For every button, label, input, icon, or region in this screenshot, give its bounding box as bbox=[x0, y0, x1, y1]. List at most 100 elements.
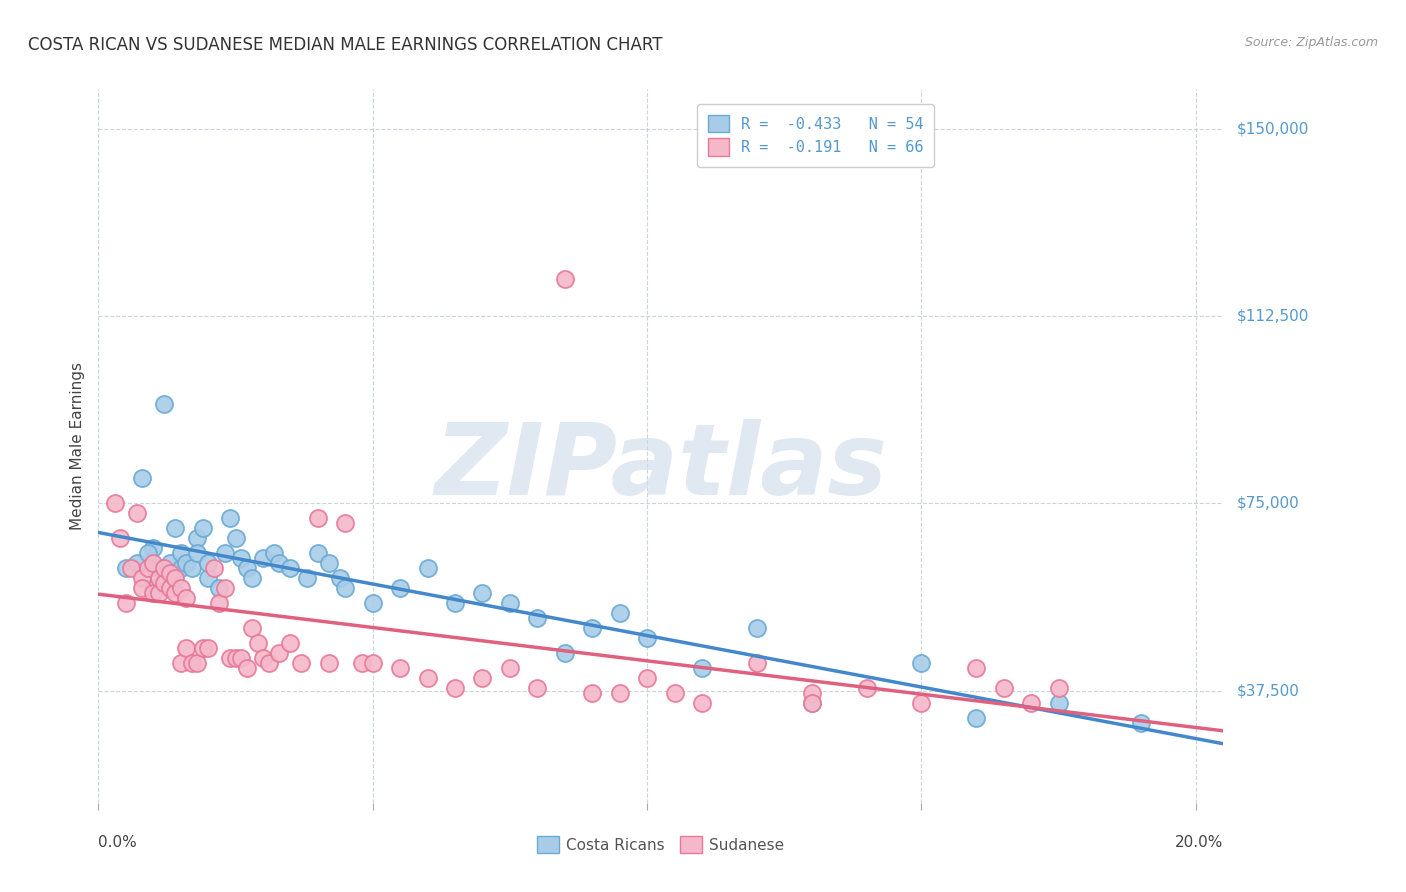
Point bbox=[800, 696, 823, 710]
Point bbox=[329, 571, 352, 585]
Legend: Costa Ricans, Sudanese: Costa Ricans, Sudanese bbox=[531, 830, 790, 859]
Point bbox=[389, 581, 412, 595]
Point bbox=[174, 556, 197, 570]
Point bbox=[335, 516, 357, 531]
Point bbox=[269, 646, 291, 660]
Point bbox=[910, 656, 932, 670]
Point bbox=[471, 671, 494, 685]
Point bbox=[252, 651, 274, 665]
Point bbox=[225, 651, 247, 665]
Point bbox=[120, 561, 142, 575]
Point bbox=[554, 646, 576, 660]
Point bbox=[159, 581, 181, 595]
Point bbox=[263, 546, 285, 560]
Point bbox=[170, 656, 193, 670]
Point bbox=[214, 581, 236, 595]
Point bbox=[125, 507, 148, 521]
Point bbox=[174, 641, 197, 656]
Point bbox=[229, 551, 252, 566]
Point bbox=[191, 521, 214, 535]
Point bbox=[131, 581, 153, 595]
Point bbox=[690, 696, 713, 710]
Point bbox=[499, 661, 522, 675]
Point bbox=[104, 496, 127, 510]
Point bbox=[148, 571, 170, 585]
Point bbox=[142, 581, 165, 595]
Point bbox=[197, 556, 219, 570]
Text: $37,500: $37,500 bbox=[1237, 683, 1301, 698]
Point bbox=[581, 686, 603, 700]
Point bbox=[554, 272, 576, 286]
Point bbox=[180, 561, 202, 575]
Point bbox=[690, 661, 713, 675]
Point bbox=[165, 571, 187, 585]
Text: 20.0%: 20.0% bbox=[1175, 835, 1223, 850]
Point bbox=[361, 656, 384, 670]
Point bbox=[197, 571, 219, 585]
Point bbox=[159, 566, 181, 581]
Point bbox=[186, 531, 208, 545]
Point bbox=[609, 606, 631, 620]
Point bbox=[170, 561, 193, 575]
Point bbox=[1019, 696, 1042, 710]
Point bbox=[280, 561, 302, 575]
Point bbox=[800, 696, 823, 710]
Point bbox=[186, 546, 208, 560]
Point bbox=[115, 561, 138, 575]
Point bbox=[416, 671, 439, 685]
Point bbox=[965, 711, 987, 725]
Point bbox=[1047, 681, 1070, 695]
Point bbox=[170, 546, 193, 560]
Point bbox=[219, 511, 242, 525]
Point bbox=[318, 656, 340, 670]
Point bbox=[197, 641, 219, 656]
Point bbox=[131, 471, 153, 485]
Point bbox=[499, 596, 522, 610]
Point bbox=[148, 561, 170, 575]
Point bbox=[307, 546, 329, 560]
Text: $75,000: $75,000 bbox=[1237, 496, 1301, 511]
Point bbox=[318, 556, 340, 570]
Text: Source: ZipAtlas.com: Source: ZipAtlas.com bbox=[1244, 36, 1378, 49]
Point bbox=[142, 586, 165, 600]
Point bbox=[186, 656, 208, 670]
Point bbox=[125, 556, 148, 570]
Point bbox=[148, 586, 170, 600]
Text: $112,500: $112,500 bbox=[1237, 309, 1309, 324]
Point bbox=[800, 686, 823, 700]
Text: ZIPatlas: ZIPatlas bbox=[434, 419, 887, 516]
Point bbox=[219, 651, 242, 665]
Point bbox=[252, 551, 274, 566]
Point bbox=[235, 561, 257, 575]
Point bbox=[165, 586, 187, 600]
Point bbox=[389, 661, 412, 675]
Point bbox=[235, 661, 257, 675]
Point bbox=[159, 571, 181, 585]
Point bbox=[229, 651, 252, 665]
Point bbox=[202, 561, 225, 575]
Point bbox=[240, 621, 263, 635]
Y-axis label: Median Male Earnings: Median Male Earnings bbox=[70, 362, 86, 530]
Point bbox=[855, 681, 877, 695]
Point bbox=[208, 596, 231, 610]
Point bbox=[110, 531, 132, 545]
Point bbox=[361, 596, 384, 610]
Point bbox=[153, 576, 176, 591]
Point bbox=[965, 661, 987, 675]
Point bbox=[165, 521, 187, 535]
Point bbox=[526, 611, 548, 625]
Point bbox=[153, 396, 176, 410]
Point bbox=[115, 596, 138, 610]
Point bbox=[257, 656, 280, 670]
Point bbox=[1129, 715, 1152, 730]
Point bbox=[444, 681, 467, 695]
Point bbox=[225, 531, 247, 545]
Point bbox=[745, 656, 768, 670]
Text: 0.0%: 0.0% bbox=[98, 835, 138, 850]
Point bbox=[208, 581, 231, 595]
Point bbox=[581, 621, 603, 635]
Point bbox=[136, 561, 159, 575]
Point bbox=[664, 686, 686, 700]
Point bbox=[214, 546, 236, 560]
Point bbox=[269, 556, 291, 570]
